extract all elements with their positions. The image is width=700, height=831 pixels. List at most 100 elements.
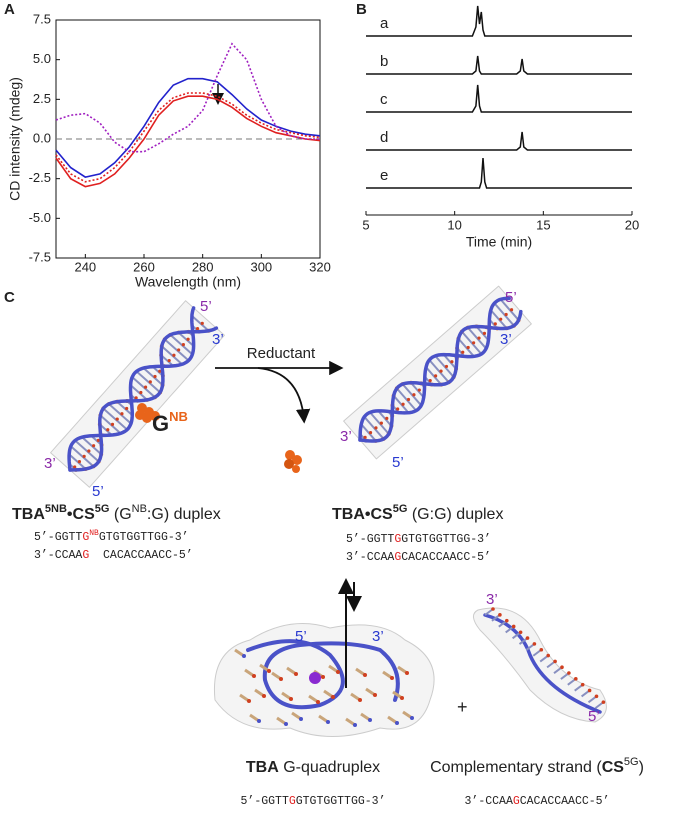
backbone (68, 326, 219, 472)
base-pair (425, 366, 442, 386)
caption-part: (G:G) duplex (407, 506, 503, 523)
panel-label: C (4, 289, 15, 306)
end-label: 3’ (340, 428, 352, 445)
y-tick-label: -7.5 (29, 249, 51, 264)
caption-part: (G (109, 506, 131, 523)
x-axis-label: Time (min) (466, 234, 532, 250)
atom (499, 317, 503, 321)
y-axis-label: CD intensity (mdeg) (7, 77, 23, 201)
atom (358, 698, 362, 702)
atom (153, 374, 157, 379)
atom (401, 402, 405, 406)
sequence: 5’-GGTTGGTGTGGTTGG-3’ (241, 795, 386, 808)
base-pair (360, 423, 377, 442)
ion (309, 672, 321, 684)
seq-part: G (82, 531, 89, 544)
base-pair (81, 436, 102, 455)
x-tick-label: 260 (133, 259, 155, 274)
atom (321, 675, 325, 679)
atom (294, 672, 298, 676)
caption-part: :G) duplex (147, 506, 221, 523)
atom (400, 696, 404, 700)
base-pair (461, 330, 483, 355)
atom (601, 700, 606, 704)
atom (242, 654, 246, 658)
atom (379, 421, 383, 425)
caption: TBA•CS5G (G:G) duplex (332, 503, 503, 523)
base-pair (142, 367, 164, 386)
trace-label: a (380, 15, 389, 32)
atom (195, 327, 200, 331)
caption-part: 5NB (45, 503, 67, 515)
trace (366, 84, 632, 113)
atom (417, 388, 421, 392)
atom (326, 720, 330, 724)
caption-part: 5G (95, 503, 110, 515)
atom (491, 607, 495, 611)
base-pair (164, 338, 190, 362)
atom (580, 682, 585, 687)
y-tick-label: -5.0 (29, 210, 51, 225)
atom (110, 422, 115, 426)
caption-part: Complementary strand ( (430, 759, 602, 776)
atom (316, 700, 320, 704)
atom (567, 671, 571, 675)
y-tick-label: 5.0 (33, 51, 51, 66)
atom (390, 676, 394, 680)
base-pair (401, 383, 422, 407)
base-pair (177, 331, 195, 347)
atom (247, 699, 251, 703)
backbone (358, 296, 511, 442)
end-label: 3’ (212, 331, 224, 348)
caging-group (142, 413, 152, 423)
base-pair (377, 410, 393, 427)
atom (73, 465, 77, 469)
sequence: 3’-CCAAGCACACCAACC-5’ (346, 551, 491, 564)
caption-part: 5G (393, 503, 408, 515)
surface (473, 607, 607, 723)
atom (143, 385, 148, 389)
atom (461, 350, 465, 354)
seq-part: 3’-CCAA (34, 549, 82, 562)
seq-part: GTGTGGTTGG-3’ (401, 533, 491, 546)
seq-part: GTGTGGTTGG-3’ (296, 795, 386, 808)
base-pair (68, 453, 87, 470)
molecules (50, 285, 607, 737)
atom (434, 374, 438, 378)
atom (252, 674, 256, 678)
atom (158, 369, 162, 373)
atom (498, 613, 502, 617)
base-pair (70, 445, 95, 468)
base-pair (467, 326, 487, 350)
x-tick-label: 5 (362, 217, 369, 232)
trace (366, 157, 632, 189)
atom (493, 322, 497, 326)
atom (336, 670, 340, 674)
atom (505, 618, 509, 623)
atom (472, 341, 476, 345)
base-pair (363, 416, 385, 440)
atom (257, 719, 261, 723)
atom (77, 460, 82, 464)
y-tick-label: 2.5 (33, 91, 51, 106)
seq-part: NB (89, 529, 99, 538)
atom (106, 428, 110, 432)
base-pair (108, 403, 132, 425)
x-tick-label: 10 (447, 217, 461, 232)
group: G (152, 411, 169, 436)
caption-part: 5G (624, 756, 639, 768)
seq-part: 5’-GGTT (241, 795, 289, 808)
base-pair (428, 359, 450, 383)
trace-label: c (380, 91, 388, 108)
atom (594, 694, 599, 699)
seq-part: 3’-CCAA (465, 795, 513, 808)
end-label: 3’ (372, 628, 384, 645)
byproduct-arrow (257, 367, 311, 424)
x-tick-label: 320 (309, 259, 331, 274)
atom (96, 438, 100, 442)
atom (353, 723, 357, 727)
base-pair (129, 384, 148, 401)
caption-part: G-quadruplex (279, 759, 380, 776)
atom (439, 369, 443, 373)
atom (82, 454, 86, 458)
